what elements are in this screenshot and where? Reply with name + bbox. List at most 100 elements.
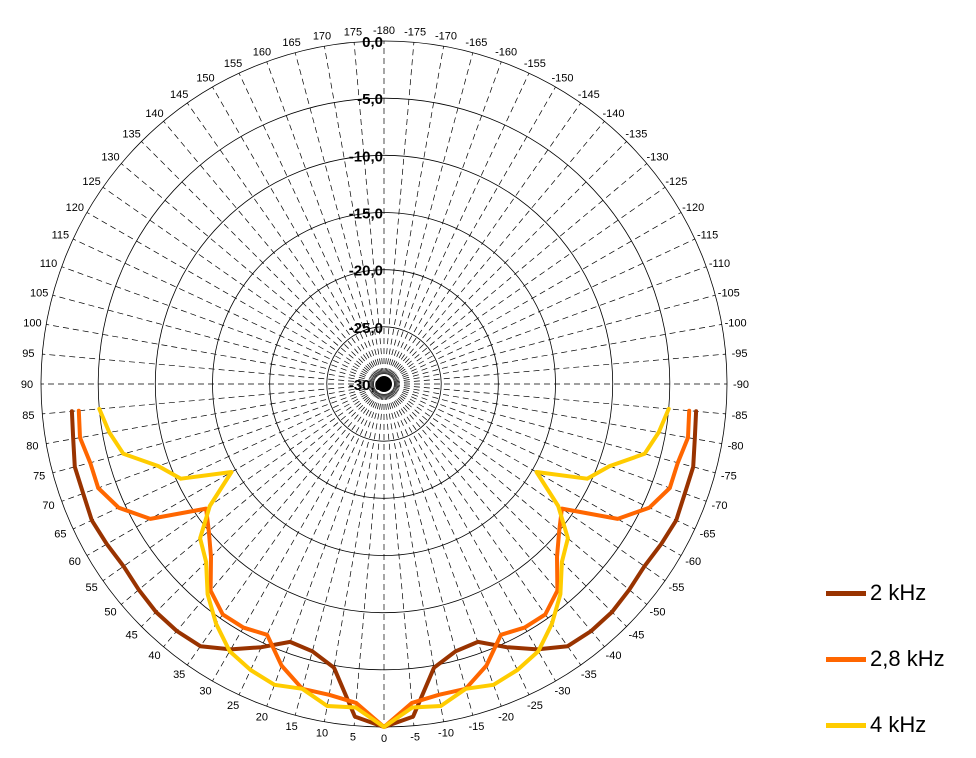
angle-tick-label: -50	[650, 607, 666, 619]
angle-tick-label: -160	[495, 46, 517, 58]
ring-gridline	[212, 212, 556, 556]
radial-tick-label: -5,0	[357, 91, 383, 108]
angle-tick-label: -70	[712, 500, 728, 512]
angle-tick-label: -145	[578, 89, 600, 101]
angle-tick-labels: -180 -175 -170-165-160-155-150-145-140-135…	[21, 25, 749, 745]
angle-tick-label: 75	[33, 471, 45, 483]
angle-tick-label: 5	[350, 732, 356, 744]
angle-tick-label: 165	[282, 37, 300, 49]
angle-tick-label: 115	[52, 229, 70, 241]
angle-tick-label: -135	[625, 129, 647, 141]
radial-tick-labels: 0,0 -5,0 -10,0 -15,0 -20,0 -25,0 -30,0	[349, 34, 383, 394]
angle-tick-label: -40	[606, 650, 622, 662]
angle-tick-label: -80	[728, 441, 744, 453]
angle-tick-label: 140	[145, 108, 163, 120]
angle-tick-label: 35	[173, 669, 185, 681]
angle-tick-label: -175	[404, 26, 426, 38]
angle-tick-label: -165	[465, 37, 487, 49]
angle-tick-label: 110	[40, 258, 58, 270]
angle-tick-label: 20	[256, 712, 268, 724]
angle-tick-label: -125	[665, 176, 687, 188]
angle-tick-label: 95	[22, 348, 34, 360]
ring-gridline	[97, 97, 671, 671]
legend-label: 2,8 kHz	[870, 646, 945, 671]
angle-tick-label: 80	[26, 441, 38, 453]
angle-tick-label: 135	[122, 129, 140, 141]
angle-tick-label: -10	[438, 728, 454, 740]
angle-tick-label: -110	[709, 258, 730, 270]
angle-tick-label: -20	[498, 712, 514, 724]
radial-tick-label: -15,0	[349, 206, 383, 223]
legend-swatch	[826, 590, 866, 596]
radial-tick-label: -25,0	[349, 320, 383, 337]
angle-tick-label: 160	[253, 46, 271, 58]
angle-tick-label: 40	[148, 650, 160, 662]
center-dot	[376, 376, 392, 392]
angle-tick-label: -140	[602, 108, 624, 120]
angle-tick-label: 30	[199, 686, 211, 698]
angle-tick-label: 25	[227, 700, 239, 712]
angle-tick-label: 170	[313, 30, 331, 42]
angle-tick-label: -85	[732, 410, 748, 422]
center-marker	[376, 376, 392, 392]
angle-tick-label: 145	[170, 89, 188, 101]
angle-tick-label: 85	[22, 410, 34, 422]
angle-tick-label: 65	[54, 529, 66, 541]
angle-tick-label: 70	[42, 500, 54, 512]
radial-tick-label: -10,0	[349, 148, 383, 165]
angle-tick-label: -60	[685, 556, 701, 568]
angle-tick-label: -150	[551, 72, 573, 84]
angle-tick-label: 125	[82, 176, 100, 188]
angle-tick-label: 120	[66, 202, 84, 214]
legend-item-2khz: 2 kHz	[826, 560, 976, 626]
angle-tick-label: 50	[104, 607, 116, 619]
angle-tick-label: -95	[732, 348, 748, 360]
angle-tick-label: 175	[344, 26, 362, 38]
angle-tick-label: -155	[524, 58, 546, 70]
legend-label: 4 kHz	[870, 712, 927, 737]
legend-item-4khz: 4 kHz	[826, 692, 976, 758]
ring-gridline	[269, 269, 499, 499]
angle-tick-label: -100	[725, 318, 747, 330]
angle-tick-label: -170	[435, 30, 457, 42]
ring-gridline	[326, 326, 442, 442]
polar-grid	[40, 40, 728, 728]
angle-tick-label: 15	[285, 721, 297, 733]
angle-tick-label: 45	[125, 629, 137, 641]
angle-tick-label: 0	[381, 733, 387, 745]
series-lines	[69, 406, 699, 729]
angle-tick-label: -25	[527, 700, 543, 712]
angle-tick-label: -105	[718, 287, 740, 299]
angle-tick-label: -120	[682, 202, 704, 214]
angle-tick-label: -65	[700, 529, 716, 541]
angle-tick-label: 55	[85, 582, 97, 594]
angle-tick-label: 100	[23, 318, 41, 330]
angle-tick-label: -45	[628, 629, 644, 641]
angle-tick-label: -75	[721, 471, 737, 483]
ring-gridline	[154, 154, 614, 614]
legend-swatch	[826, 722, 866, 728]
angle-tick-label: 150	[196, 72, 214, 84]
radial-tick-label: -20,0	[349, 263, 383, 280]
radial-tick-label: 0,0	[362, 34, 383, 51]
legend-swatch	[826, 656, 866, 662]
angle-tick-label: 60	[69, 556, 81, 568]
legend-label: 2 kHz	[870, 580, 927, 605]
angle-tick-label: 90	[21, 379, 33, 391]
angle-tick-label: -35	[581, 669, 597, 681]
radial-tick-label: -30,0	[349, 377, 383, 394]
series-line	[97, 406, 671, 729]
angle-tick-label: -90	[733, 379, 749, 391]
legend: 2 kHz 2,8 kHz 4 kHz	[826, 560, 976, 758]
angle-tick-label: -15	[468, 721, 484, 733]
angle-tick-label: -30	[555, 686, 571, 698]
angle-tick-label: -55	[668, 582, 684, 594]
angle-tick-label: 105	[30, 287, 48, 299]
angle-tick-label: -5	[410, 732, 420, 744]
angle-tick-label: 155	[224, 58, 242, 70]
angle-tick-label: -130	[646, 152, 668, 164]
angle-tick-label: 10	[316, 728, 328, 740]
angle-tick-label: -115	[697, 229, 718, 241]
legend-item-2-8khz: 2,8 kHz	[826, 626, 976, 692]
